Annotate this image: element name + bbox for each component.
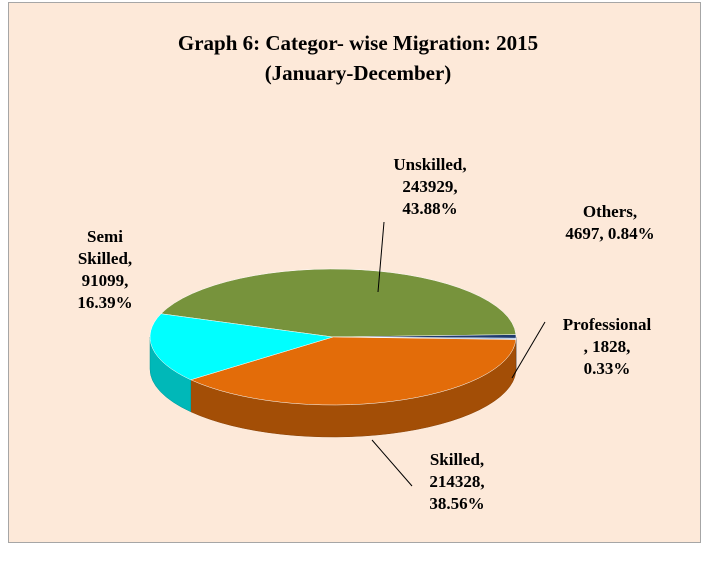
- chart-title: Graph 6: Categor- wise Migration: 2015: [178, 31, 538, 55]
- slice: [149, 313, 334, 381]
- data-label: Professional: [563, 315, 652, 334]
- leader-line: [511, 321, 546, 379]
- data-label: 0.33%: [584, 359, 631, 378]
- slice: [190, 336, 517, 406]
- data-label: Semi: [87, 227, 123, 246]
- data-label: , 1828,: [584, 337, 631, 356]
- data-label: Skilled,: [430, 450, 484, 469]
- data-label: 91099,: [82, 271, 129, 290]
- leader-line: [371, 439, 413, 487]
- slice: [160, 268, 517, 338]
- data-label: Others,: [583, 202, 637, 221]
- chart-subtitle: (January-December): [265, 61, 452, 85]
- data-label: 38.56%: [429, 494, 484, 513]
- data-label: 43.88%: [402, 199, 457, 218]
- data-label: 243929,: [402, 177, 457, 196]
- leader-line: [377, 221, 385, 293]
- data-label: 16.39%: [77, 293, 132, 312]
- data-label: Skilled,: [78, 249, 132, 268]
- labels: Unskilled, 243929, 43.88% Others, 4697, 0.84…: [77, 155, 654, 513]
- pie: [149, 268, 517, 438]
- data-label: 4697, 0.84%: [565, 224, 654, 243]
- data-label: 214328,: [429, 472, 484, 491]
- data-label: Unskilled,: [393, 155, 466, 174]
